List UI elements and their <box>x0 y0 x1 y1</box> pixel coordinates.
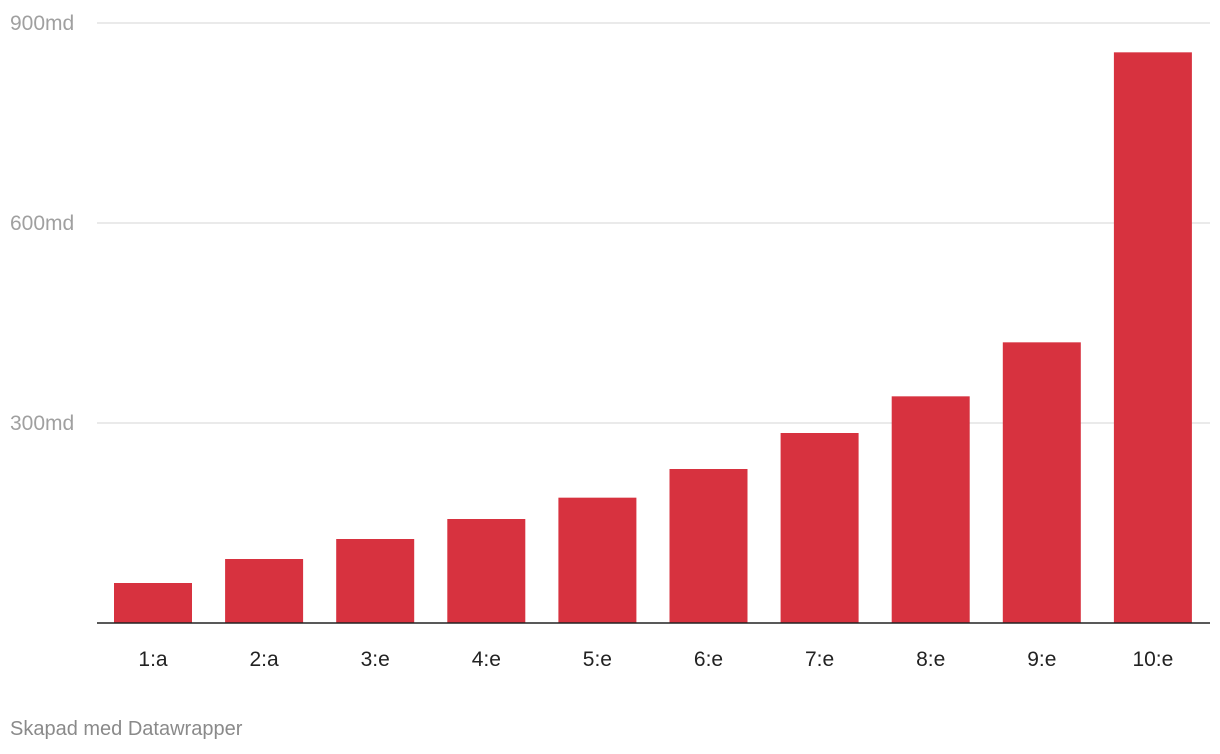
x-tick-label: 3:e <box>361 648 390 671</box>
x-tick-label: 2:a <box>249 648 279 671</box>
bar <box>558 497 637 623</box>
bar <box>1002 342 1081 623</box>
y-axis-ticks: 300md 600md 900md <box>10 12 74 435</box>
x-axis-ticks: 1:a 2:a 3:e 4:e 5:e 6:e 7:e 8:e 9:e 10:e <box>138 648 1173 671</box>
y-tick-label: 600md <box>10 212 74 235</box>
x-tick-label: 5:e <box>583 648 612 671</box>
x-tick-label: 6:e <box>694 648 723 671</box>
bar <box>114 583 192 623</box>
bar <box>891 396 970 623</box>
bar <box>780 433 859 623</box>
x-tick-label: 8:e <box>916 648 945 671</box>
y-tick-label: 900md <box>10 12 74 35</box>
x-tick-label: 10:e <box>1132 648 1173 671</box>
credit-text: Skapad med Datawrapper <box>10 718 243 740</box>
bar <box>1113 52 1192 624</box>
x-tick-label: 7:e <box>805 648 834 671</box>
x-tick-label: 4:e <box>472 648 501 671</box>
bar <box>669 469 748 623</box>
bars <box>114 52 1192 624</box>
x-tick-label: 1:a <box>138 648 168 671</box>
bar <box>336 539 415 623</box>
bar <box>447 519 526 623</box>
bar-chart: 300md 600md 900md 1:a 2:a 3:e 4:e 5:e 6:e 7:e 8:e… <box>10 12 1210 671</box>
x-tick-label: 9:e <box>1027 648 1056 671</box>
bar <box>225 559 304 623</box>
y-tick-label: 300md <box>10 412 74 435</box>
